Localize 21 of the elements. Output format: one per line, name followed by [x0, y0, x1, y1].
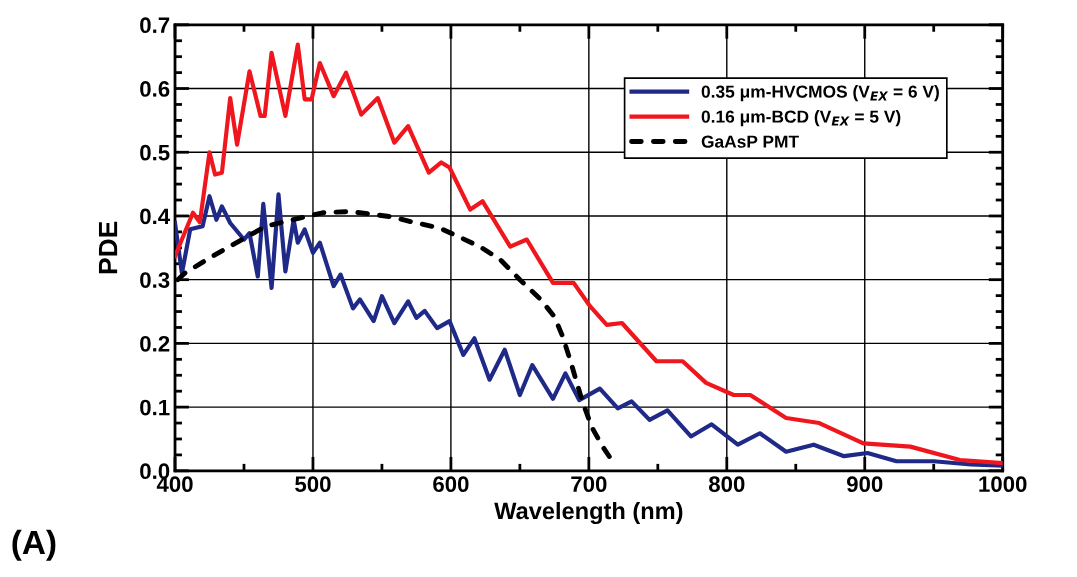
y-tick-label: 0.3	[140, 272, 170, 288]
x-tick-label: 1000	[979, 476, 1027, 493]
y-axis-title: PDE	[98, 221, 118, 274]
text: (A)	[12, 529, 56, 561]
x-axis-title: Wavelength (nm)	[494, 501, 683, 525]
y-tick-label: 0.4	[140, 208, 171, 225]
x-tick-label: 900	[846, 476, 883, 493]
y-tick-label: 0.5	[140, 144, 170, 161]
line-series	[175, 192, 1003, 468]
x-tick-label: 600	[433, 476, 469, 493]
x-tick-label: 800	[708, 476, 745, 493]
line-series	[175, 42, 1003, 466]
x-tick-label: 700	[571, 476, 607, 493]
x-tick-label: 500	[295, 476, 331, 493]
legend-label: 0.16 μm-BCD (V$_{EX}$ = 5 V)	[701, 110, 901, 127]
y-tick-label: 0.6	[140, 81, 170, 97]
y-tick-label: 0.2	[140, 335, 170, 352]
legend-label: GaAsP PMT	[701, 135, 799, 148]
legend-label: 0.35 μm-HVCMOS (V$_{EX}$ = 6 V)	[701, 85, 939, 102]
y-tick-label: 0.7	[140, 17, 170, 34]
y-tick-label: 0.1	[140, 399, 170, 416]
